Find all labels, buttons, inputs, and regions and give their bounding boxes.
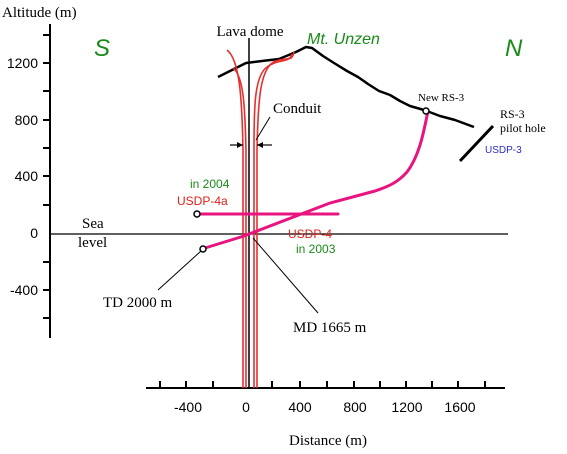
conduit-wall-inner-left	[232, 67, 247, 388]
conduit-leader	[255, 116, 271, 141]
rs3-pilot-hole	[458, 124, 495, 163]
conduit-label: Conduit	[273, 101, 322, 117]
conduit-wall-outer-right	[256, 51, 295, 151]
md-label: MD 1665 m	[293, 320, 367, 336]
usdp3-label: USDP-3	[485, 145, 522, 156]
conduit	[226, 49, 295, 388]
new-rs3-wellhead	[422, 107, 430, 115]
usdp4a-label: USDP-4a	[177, 194, 228, 208]
conduit-arrowhead-right	[257, 142, 263, 148]
rs3-label: RS-3	[500, 107, 525, 121]
rs3-label: pilot hole	[500, 121, 546, 135]
y-axis: Altitude (m) 1200 800 400 0 -400	[2, 5, 77, 338]
sea-level-label: Sea	[82, 216, 104, 232]
td-label: TD 2000 m	[103, 295, 172, 311]
conduit-arrowhead-left	[237, 142, 243, 148]
sea-level-label: level	[78, 235, 107, 251]
x-tick-label: 1200	[391, 399, 422, 415]
conduit-wall-outer-left	[226, 49, 244, 388]
x-tick-label: 1600	[444, 399, 475, 415]
lava-dome-label: Lava dome	[216, 24, 283, 40]
y-tick-label: -400	[10, 282, 38, 298]
y-tick-label: 1200	[7, 55, 38, 71]
x-tick-label: 400	[288, 399, 312, 415]
usdp4-year-label: in 2003	[296, 242, 336, 256]
compass-south: S	[94, 35, 110, 62]
td-leader	[157, 250, 202, 291]
usdp4-label: USDP-4	[288, 227, 332, 241]
usdp4a-year-label: in 2004	[190, 177, 230, 191]
x-tick-label: -400	[174, 399, 202, 415]
x-tick-label: 800	[343, 399, 367, 415]
md-leader	[252, 237, 319, 314]
y-tick-label: 0	[30, 225, 38, 241]
x-tick-label: 0	[242, 399, 250, 415]
well-usdp4	[203, 109, 430, 250]
x-axis-title: Distance (m)	[289, 433, 367, 449]
mountain-label: Mt. Unzen	[307, 31, 380, 48]
compass-north: N	[505, 35, 523, 62]
y-tick-label: 400	[15, 168, 39, 184]
mountain-profile	[217, 45, 475, 129]
x-axis: -400 0 400 800 1200 1600 Distance (m)	[146, 381, 505, 449]
y-tick-label: 800	[15, 112, 39, 128]
usdp4a-endpoint	[193, 210, 201, 218]
td-endpoint	[199, 245, 207, 253]
y-axis-title: Altitude (m)	[2, 5, 77, 21]
new-rs3-label: New RS-3	[418, 92, 465, 104]
conduit-width-arrows	[230, 142, 272, 148]
